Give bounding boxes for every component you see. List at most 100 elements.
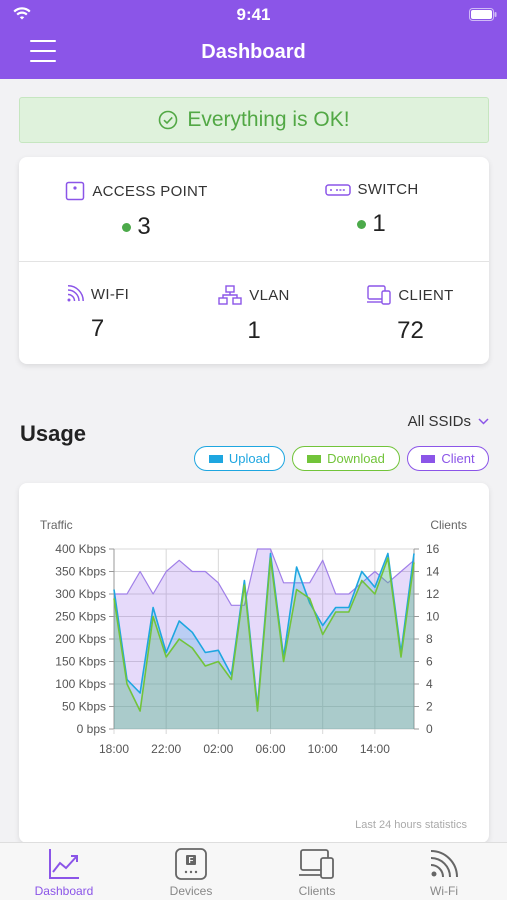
tab-wifi[interactable]: Wi-Fi — [394, 847, 494, 898]
tab-clients-label: Clients — [298, 884, 336, 898]
right-axis-title: Clients — [430, 518, 467, 532]
tab-dashboard-label: Dashboard — [34, 884, 94, 898]
legend-download-label: Download — [327, 451, 385, 466]
client-line — [114, 548, 415, 606]
access-point-count: 3 — [137, 213, 151, 240]
battery-icon — [469, 8, 497, 21]
download-swatch — [307, 454, 322, 463]
online-dot — [122, 222, 132, 232]
access-point-label: ACCESS POINT — [92, 182, 208, 200]
access-point-value-row: 3 — [19, 213, 254, 241]
client-label: CLIENT — [398, 286, 454, 304]
right-tick-label: 8 — [426, 632, 433, 646]
usage-title: Usage — [20, 421, 87, 446]
switch-label: SWITCH — [357, 181, 419, 198]
chart-footnote: Last 24 hours statistics — [355, 819, 467, 831]
right-tick-label: 10 — [426, 610, 440, 624]
network-icon — [218, 285, 242, 305]
legend-upload-toggle[interactable]: Upload — [194, 446, 285, 471]
access-point-icon — [66, 181, 85, 201]
left-tick-label: 50 Kbps — [62, 700, 106, 714]
menu-button[interactable] — [30, 40, 56, 64]
wifi-label: WI-FI — [90, 285, 130, 303]
vlan-count: 1 — [247, 317, 261, 344]
hamburger-line — [30, 50, 56, 52]
switch-count: 1 — [372, 210, 386, 237]
tab-devices-label: Devices — [169, 884, 213, 898]
chart-icon — [49, 849, 79, 879]
legend-download-toggle[interactable]: Download — [292, 446, 400, 471]
x-tick-label: 02:00 — [203, 742, 233, 756]
chevron-down-icon — [478, 418, 489, 425]
svg-text:F: F — [189, 856, 194, 865]
client-count: 72 — [397, 317, 424, 344]
access-point-label-row: ACCESS POINT — [19, 181, 254, 201]
wifi-stat[interactable]: WI-FI 7 — [19, 285, 176, 343]
switch-icon — [324, 183, 351, 196]
left-tick-label: 200 Kbps — [55, 632, 106, 646]
page-title: Dashboard — [201, 41, 306, 63]
right-tick-label: 6 — [426, 655, 433, 669]
wifi-icon — [67, 285, 84, 302]
left-tick-label: 100 Kbps — [55, 677, 106, 691]
x-tick-label: 10:00 — [308, 742, 338, 756]
summary-card: ACCESS POINT 3 SWITCH 1 WI-FI 7 — [19, 157, 489, 364]
upload-swatch — [208, 454, 223, 463]
left-axis-title: Traffic — [40, 518, 73, 532]
ssid-filter-dropdown[interactable]: All SSIDs — [408, 413, 489, 430]
left-tick-label: 300 Kbps — [55, 587, 106, 601]
right-tick-label: 2 — [426, 700, 433, 714]
usage-chart: Traffic Clients 0 bps 0 50 Kbps 2 100 Kbps 4 150… — [40, 518, 467, 831]
clients-icon — [299, 849, 334, 879]
left-tick-label: 0 bps — [77, 722, 106, 736]
tab-clients[interactable]: Clients — [267, 847, 367, 898]
ssid-filter-value: All SSIDs — [407, 413, 471, 430]
x-tick-label: 14:00 — [360, 742, 390, 756]
access-point-stat[interactable]: ACCESS POINT 3 — [19, 181, 254, 241]
right-tick-label: 16 — [426, 542, 440, 556]
x-tick-label: 18:00 — [99, 742, 129, 756]
tab-wifi-label: Wi-Fi — [430, 884, 458, 898]
switch-label-row: SWITCH — [254, 181, 489, 198]
usage-chart-card: Traffic Clients 0 bps 0 50 Kbps 2 100 Kbps 4 150… — [19, 483, 489, 843]
left-tick-label: 400 Kbps — [55, 542, 106, 556]
right-tick-label: 14 — [426, 565, 440, 579]
tab-dashboard[interactable]: Dashboard — [14, 847, 114, 898]
switch-value-row: 1 — [254, 210, 489, 238]
status-banner: Everything is OK! — [19, 97, 489, 143]
card-divider — [19, 261, 489, 262]
client-swatch — [421, 454, 436, 463]
legend-client-label: Client — [441, 451, 475, 466]
left-tick-label: 350 Kbps — [55, 565, 106, 579]
client-label-row: CLIENT — [332, 285, 489, 305]
right-tick-label: 12 — [426, 587, 440, 601]
wifi-icon — [430, 850, 458, 878]
vlan-label: VLAN — [249, 286, 290, 304]
right-tick-label: 0 — [426, 722, 433, 736]
legend-client-toggle[interactable]: Client — [407, 446, 489, 471]
left-tick-label: 150 Kbps — [55, 655, 106, 669]
right-tick-label: 4 — [426, 677, 433, 691]
x-tick-label: 22:00 — [151, 742, 181, 756]
tab-devices[interactable]: F Devices — [141, 847, 241, 898]
status-banner-text: Everything is OK! — [187, 108, 350, 131]
client-stat[interactable]: CLIENT 72 — [332, 285, 489, 345]
wifi-count: 7 — [90, 315, 105, 342]
left-tick-label: 250 Kbps — [55, 610, 106, 624]
status-bar: 9:41 — [0, 0, 507, 28]
hamburger-line — [30, 60, 56, 62]
x-tick-label: 06:00 — [256, 742, 286, 756]
wifi-label-row: WI-FI — [19, 285, 176, 303]
hamburger-line — [30, 40, 56, 42]
vlan-stat[interactable]: VLAN 1 — [176, 285, 332, 345]
device-icon: F — [175, 848, 207, 880]
switch-stat[interactable]: SWITCH 1 — [254, 181, 489, 238]
download-line — [113, 557, 415, 712]
wifi-signal-icon — [13, 7, 31, 20]
legend-upload-label: Upload — [228, 451, 271, 466]
status-time: 9:41 — [236, 5, 271, 24]
nav-bar: Dashboard — [0, 28, 507, 79]
online-dot — [357, 219, 367, 229]
tab-bar: Dashboard F Devices Clients Wi-Fi — [0, 842, 507, 900]
vlan-label-row: VLAN — [176, 285, 332, 305]
